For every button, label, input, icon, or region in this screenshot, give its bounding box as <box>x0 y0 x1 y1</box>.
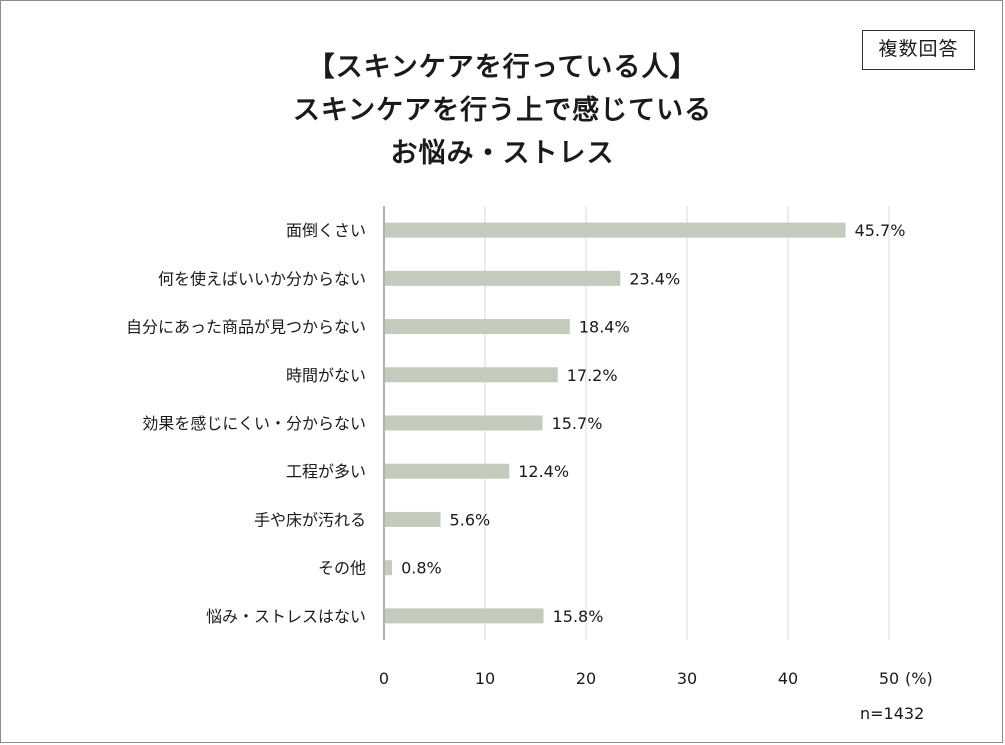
bar-value-label: 15.8% <box>553 607 604 626</box>
bar <box>385 222 846 238</box>
x-axis-unit-label: (%) <box>905 669 933 688</box>
chart-title-line-3: お悩み・ストレス <box>390 138 615 169</box>
sample-size-note: n=1432 <box>860 704 925 723</box>
category-label: その他 <box>318 559 366 578</box>
bar-value-label: 12.4% <box>518 462 569 481</box>
x-tick-label: 0 <box>379 669 389 688</box>
category-label: 悩み・ストレスはない <box>206 607 366 626</box>
bar-value-label: 18.4% <box>579 318 630 337</box>
bar <box>385 511 441 527</box>
category-label: 手や床が汚れる <box>254 510 366 529</box>
category-label: 自分にあった商品が見つからない <box>126 318 366 337</box>
category-label: 効果を感じにくい・分からない <box>142 414 366 433</box>
bar <box>385 367 558 383</box>
category-label: 工程が多い <box>286 462 366 481</box>
x-tick-label: 30 <box>677 669 697 688</box>
chart-title: 【スキンケアを行っている人】 スキンケアを行う上で感じている お悩み・ストレス <box>0 46 1005 175</box>
multiple-answer-badge: 複数回答 <box>862 30 975 70</box>
bar-value-label: 0.8% <box>401 559 442 578</box>
category-label: 面倒くさい <box>286 221 366 240</box>
x-tick-label: 20 <box>576 669 596 688</box>
bar-value-label: 23.4% <box>629 269 680 288</box>
x-tick-label: 50 <box>879 669 899 688</box>
bar <box>385 415 543 431</box>
chart-title-line-2: スキンケアを行う上で感じている <box>292 95 713 126</box>
bar <box>385 560 393 576</box>
chart-title-line-1: 【スキンケアを行っている人】 <box>307 52 698 83</box>
bar <box>385 270 621 286</box>
category-label: 時間がない <box>286 366 366 385</box>
bar-value-label: 17.2% <box>567 366 618 385</box>
category-label: 何を使えばいいか分からない <box>158 269 366 288</box>
x-tick-label: 40 <box>778 669 798 688</box>
x-tick-label: 10 <box>475 669 495 688</box>
bar <box>385 319 570 335</box>
bar-value-label: 15.7% <box>552 414 603 433</box>
bar-value-label: 5.6% <box>450 510 491 529</box>
bar <box>385 463 510 479</box>
bar <box>385 608 544 624</box>
bar-value-label: 45.7% <box>855 221 906 240</box>
